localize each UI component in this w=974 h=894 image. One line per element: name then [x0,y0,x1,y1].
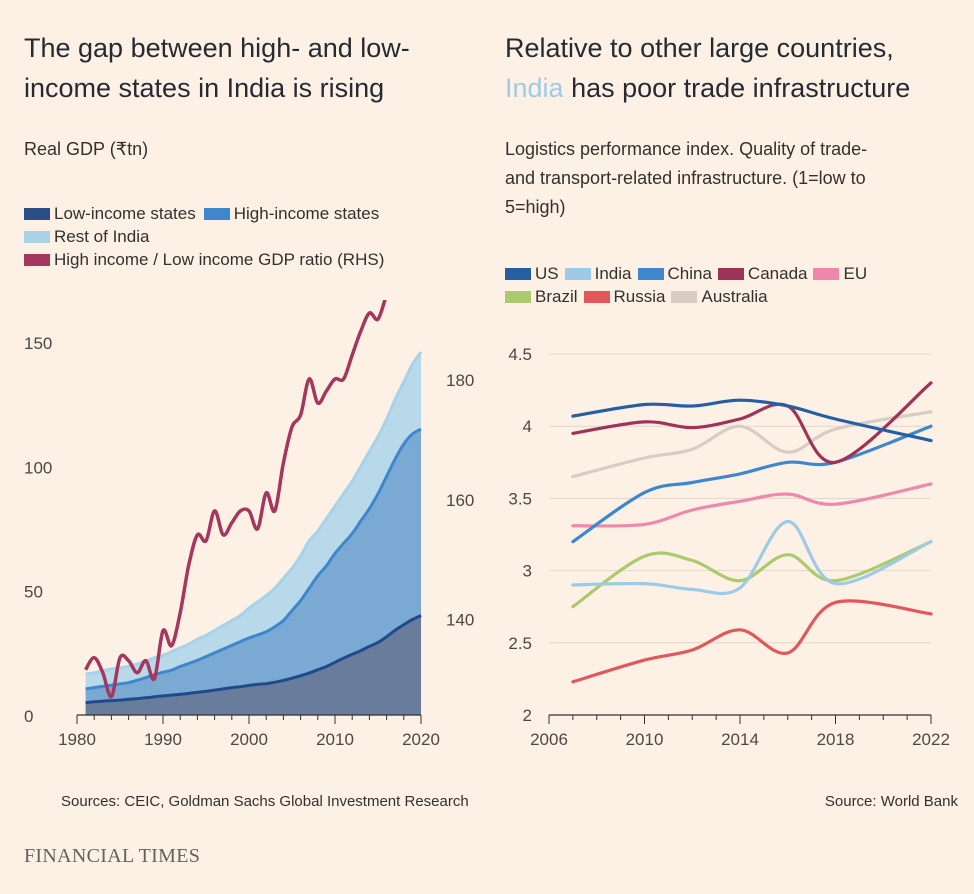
legend-swatch-eu [813,268,840,280]
right-chart: 2 2.5 3 3.5 4 4.5 2006 2010 2014 2018 2022 [508,345,950,749]
right-chart-axis: 2 2.5 3 3.5 4 4.5 2006 2010 2014 2018 2022 [508,345,950,749]
area-low-income [85,615,421,715]
line-canada [571,381,933,464]
line-eu [571,482,933,528]
legend-item-low-income: Low-income states [24,202,196,225]
x-tick-label-2006: 2006 [530,730,568,749]
y-tick-label-0: 0 [24,707,33,726]
legend-item-brazil: Brazil [505,285,578,308]
right-subtitle-line3: 5=high) [505,197,566,217]
legend-swatch-low-income [24,208,50,220]
legend-item-india: India [564,262,632,285]
legend-item-china: China [637,262,712,285]
right-source: Source: World Bank [824,793,958,810]
left-legend: Low-income states High-income states Rest… [24,202,464,271]
legend-swatch-brazil [505,291,531,303]
left-chart-axis: 0 50 100 150 140 160 180 1980 1990 2000 2010 2020 [24,334,474,749]
x-tick-label-2010: 2010 [316,730,354,749]
line-india [571,519,933,596]
right-legend: US India China Canada EU Brazil Russia Austral… [505,262,965,308]
left-chart-lines [84,300,423,705]
legend-item-high-income: High-income states [203,202,380,225]
left-source: Sources: CEIC, Goldman Sachs Global Inve… [61,793,469,810]
legend-swatch-russia [583,291,610,303]
line-gdp-ratio [84,300,387,699]
line-australia [571,410,933,479]
legend-label-us: US [535,264,559,283]
legend-swatch-australia [671,291,698,303]
right-title-line1: Relative to other large countries, [505,33,894,63]
legend-label-india: India [594,264,632,283]
y-tick-label-2: 2 [523,706,532,725]
right-title-line2-rest: has poor trade infrastructure [563,73,911,103]
x-tick-label-1980: 1980 [58,730,96,749]
y2-tick-label-180: 180 [446,371,474,390]
y-tick-label-3.5: 3.5 [508,489,532,508]
y-tick-label-4.5: 4.5 [508,345,532,364]
legend-item-us: US [505,262,559,285]
right-subtitle: Logistics performance index. Quality of … [505,135,965,222]
legend-swatch-rest-of-india [24,231,50,243]
line-low-income [85,614,422,705]
y-tick-label-50: 50 [24,583,43,602]
y2-tick-label-160: 160 [446,491,474,510]
x-tick-label-1990: 1990 [144,730,182,749]
legend-label-rest-of-india: Rest of India [54,227,150,246]
line-russia [571,599,933,684]
legend-swatch-us [505,268,531,280]
legend-swatch-china [637,268,664,280]
ft-logo: FINANCIAL TIMES [24,845,201,867]
right-title-line2: India has poor trade infrastructure [505,68,965,108]
line-us [571,398,933,443]
left-title: The gap between high- and low- income st… [24,28,464,108]
legend-item-russia: Russia [583,285,666,308]
x-tick-label-2018: 2018 [817,730,855,749]
legend-item-canada: Canada [717,262,808,285]
area-high-income [85,429,421,703]
x-tick-label-2010: 2010 [626,730,664,749]
legend-label-eu: EU [843,264,868,283]
x-tick-label-2022: 2022 [912,730,950,749]
x-tick-label-2020: 2020 [402,730,440,749]
legend-item-australia: Australia [671,285,768,308]
legend-item-rest-of-india: Rest of India [24,225,149,248]
legend-swatch-high-income [203,208,230,220]
legend-swatch-canada [717,268,744,280]
y-tick-label-100: 100 [24,458,52,477]
legend-label-ratio: High income / Low income GDP ratio (RHS) [54,250,385,269]
left-subtitle: Real GDP (₹tn) [24,139,149,159]
right-subtitle-line1: Logistics performance index. Quality of … [505,139,868,159]
area-rest-of-india [85,351,421,689]
y-tick-label-3: 3 [523,562,532,581]
legend-label-canada: Canada [747,264,808,283]
legend-item-eu: EU [813,262,867,285]
legend-swatch-ratio [24,254,50,266]
legend-item-ratio: High income / Low income GDP ratio (RHS) [24,248,384,271]
legend-label-brazil: Brazil [535,287,578,306]
legend-label-australia: Australia [701,287,768,306]
line-high-income [85,427,422,691]
right-subtitle-line2: and transport-related infrastructure. (1… [505,168,866,188]
right-chart-lines [571,381,933,684]
x-tick-label-2000: 2000 [230,730,268,749]
legend-label-low-income: Low-income states [54,204,196,223]
right-title-highlight: India [505,73,564,103]
right-title: Relative to other large countries, India… [505,28,965,108]
line-brazil [571,540,933,609]
legend-label-high-income: High-income states [233,204,380,223]
y-tick-label-2.5: 2.5 [508,634,532,653]
left-title-line1: The gap between high- and low- [24,33,410,63]
left-chart: 0 50 100 150 140 160 180 1980 1990 2000 2010 2020 [24,300,474,749]
x-tick-label-2014: 2014 [721,730,759,749]
left-chart-areas [85,351,421,715]
legend-label-china: China [667,264,712,283]
y-tick-label-4: 4 [523,417,532,436]
legend-swatch-india [564,268,591,280]
left-title-line2: income states in India is rising [24,73,385,103]
y-tick-label-150: 150 [24,334,52,353]
y2-tick-label-140: 140 [446,611,474,630]
legend-label-russia: Russia [613,287,666,306]
